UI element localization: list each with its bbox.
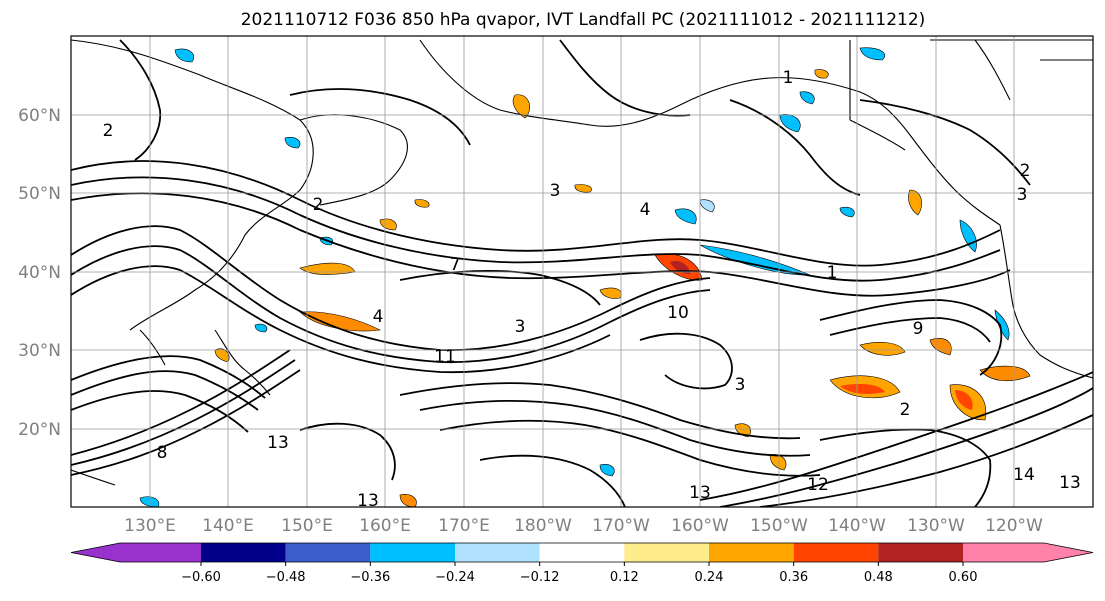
negative-anomaly-shading xyxy=(139,47,1010,507)
contour-label: 2 xyxy=(900,400,911,420)
colorbar-segment xyxy=(963,543,1093,562)
colorbar-tick-label: 0.24 xyxy=(695,570,724,585)
colorbar-tick-label: −0.48 xyxy=(266,570,306,585)
contour-label: 13 xyxy=(1059,473,1081,493)
colorbar-segment xyxy=(71,543,201,562)
contour-label: 13 xyxy=(267,433,289,453)
lat-label: 60°N xyxy=(18,106,61,126)
colorbar-tick-label: −0.36 xyxy=(350,570,390,585)
positive-anomaly-shading xyxy=(214,69,1031,507)
lon-label: 160°W xyxy=(671,516,729,536)
contour-label: 1 xyxy=(827,263,838,283)
colorbar-segment xyxy=(624,543,709,562)
lon-label: 170°W xyxy=(592,516,650,536)
lon-label: 180°W xyxy=(514,516,572,536)
colorbar-segment xyxy=(285,543,371,562)
lon-label: 150°W xyxy=(750,516,808,536)
colorbar-segment xyxy=(709,543,794,562)
figure-title: 2021110712 F036 850 hPa qvapor, IVT Land… xyxy=(241,10,926,30)
lat-label: 30°N xyxy=(18,341,61,361)
colorbar-tick-label: 0.60 xyxy=(949,570,978,585)
contour-label: 14 xyxy=(1013,465,1035,485)
coastlines xyxy=(71,39,1093,486)
map-panel: 1 2 2 3 3 4 7 10 11 13 13 13 12 14 13 2 … xyxy=(70,35,1094,511)
contour-label: 10 xyxy=(667,303,689,323)
contour-label: 3 xyxy=(550,181,561,201)
latitude-labels: 60°N 50°N 40°N 30°N 20°N xyxy=(18,106,61,440)
lat-label: 50°N xyxy=(18,184,61,204)
lon-label: 150°E xyxy=(281,516,333,536)
lon-label: 160°E xyxy=(359,516,411,536)
colorbar-tick-label: 0.12 xyxy=(610,570,639,585)
contour-label: 8 xyxy=(157,443,168,463)
map-frame xyxy=(70,35,1094,508)
colorbar-segment xyxy=(455,543,540,562)
lon-label: 130°W xyxy=(907,516,965,536)
contour-label: 9 xyxy=(913,319,924,339)
colorbar-segment xyxy=(793,543,879,562)
colorbar-tick-label: 0.36 xyxy=(779,570,808,585)
colorbar-segment xyxy=(878,543,963,562)
colorbar-outline xyxy=(70,542,1094,563)
contour-label: 13 xyxy=(357,491,379,511)
lon-label: 140°E xyxy=(202,516,254,536)
contour-label: 4 xyxy=(373,307,384,327)
lon-label: 120°W xyxy=(985,516,1043,536)
colorbar-segment xyxy=(539,543,625,562)
contour-label: 3 xyxy=(735,375,746,395)
colorbar-tick-label: −0.24 xyxy=(435,570,475,585)
lat-label: 20°N xyxy=(18,420,61,440)
contour-label: 4 xyxy=(640,200,651,220)
contour-label: 2 xyxy=(313,195,324,215)
lat-label: 40°N xyxy=(18,263,61,283)
contour-label: 13 xyxy=(689,483,711,503)
longitude-labels: 130°E 140°E 150°E 160°E 170°E 180°W 170°… xyxy=(124,516,1043,536)
colorbar-tick-label: 0.48 xyxy=(864,570,893,585)
lon-label: 140°W xyxy=(828,516,886,536)
contour-label: 11 xyxy=(434,347,456,367)
map-background xyxy=(71,36,1093,507)
contour-label: 12 xyxy=(807,475,829,495)
colorbar: −0.60 −0.48 −0.36 −0.24 −0.12 0.12 0.24 0.36 0.4… xyxy=(70,542,1094,585)
colorbar-tick-label: −0.12 xyxy=(520,570,560,585)
colorbar-segment xyxy=(201,543,286,562)
contour-label: 1 xyxy=(783,68,794,88)
colorbar-tick-label: −0.60 xyxy=(181,570,221,585)
contour-label: 3 xyxy=(1017,185,1028,205)
colorbar-segment xyxy=(370,543,455,562)
graticule xyxy=(71,36,1093,507)
contour-labels: 1 2 2 3 3 4 7 10 11 13 13 13 12 14 13 2 … xyxy=(103,68,1081,511)
lon-label: 130°E xyxy=(124,516,176,536)
contour-label: 2 xyxy=(1020,161,1031,181)
contour-label: 3 xyxy=(515,317,526,337)
contour-label: 7 xyxy=(450,255,461,275)
lon-label: 170°E xyxy=(438,516,490,536)
contour-label: 2 xyxy=(103,121,114,141)
